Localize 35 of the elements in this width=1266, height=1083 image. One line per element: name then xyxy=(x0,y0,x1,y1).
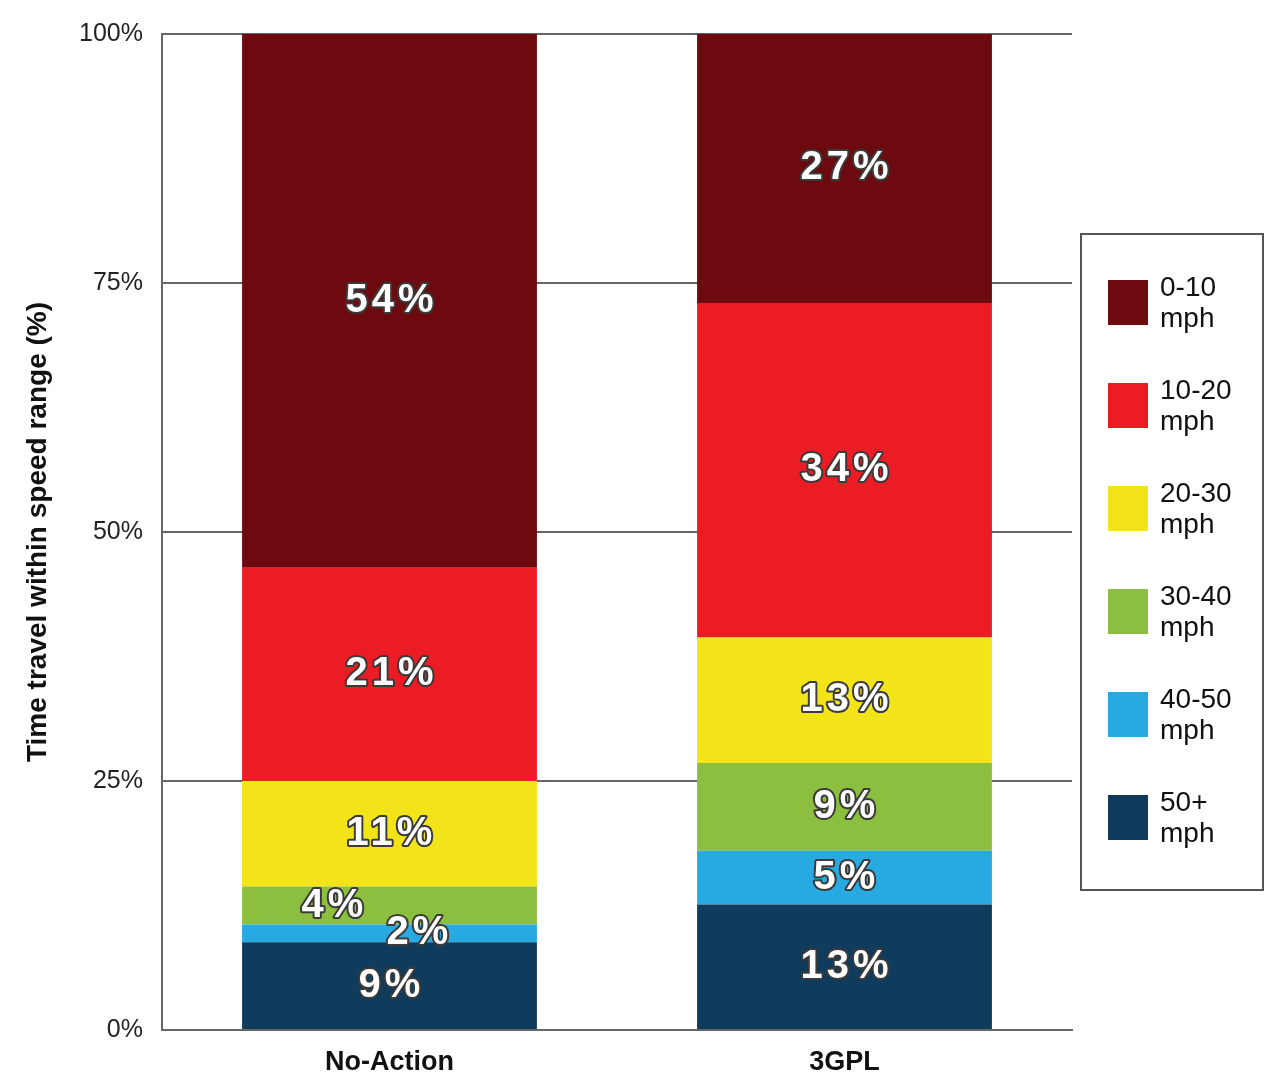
legend-label: 40-50 mph xyxy=(1160,683,1233,745)
bar xyxy=(242,567,537,781)
x-tick-label: No-Action xyxy=(325,1045,454,1076)
bar xyxy=(697,302,992,638)
bar xyxy=(697,637,992,764)
bar xyxy=(697,850,992,905)
data-label: 34% xyxy=(800,445,893,490)
data-label: 11% xyxy=(346,808,437,853)
bar xyxy=(242,942,537,1029)
bar xyxy=(242,781,537,887)
legend-label: 10-20 mph xyxy=(1160,374,1233,436)
data-label: 13% xyxy=(800,941,893,986)
data-label: 13% xyxy=(800,675,893,720)
y-tick-label: 50% xyxy=(92,515,143,544)
data-label: 9% xyxy=(358,960,425,1005)
y-tick-label: 100% xyxy=(79,17,143,46)
legend-label: 20-30 mph xyxy=(1160,477,1233,539)
legend-label: 30-40 mph xyxy=(1160,580,1233,642)
bar xyxy=(697,904,992,1029)
x-tick-label: 3GPL xyxy=(809,1045,880,1076)
legend-label: 50+ mph xyxy=(1160,786,1216,848)
data-label: 27% xyxy=(800,143,893,188)
data-label: 9% xyxy=(813,781,880,826)
legend-label: 0-10 mph xyxy=(1160,271,1218,333)
bar xyxy=(242,34,537,568)
data-label: 4% xyxy=(301,880,368,925)
y-tick-label: 0% xyxy=(106,1013,143,1042)
y-tick-label: 25% xyxy=(92,764,143,793)
data-label: 5% xyxy=(813,852,880,897)
bar xyxy=(697,763,992,851)
data-label: 54% xyxy=(345,275,438,320)
y-tick-label: 75% xyxy=(92,266,143,295)
bar xyxy=(697,34,992,303)
y-axis-title: Time travel within speed range (%) xyxy=(20,301,52,763)
data-label: 21% xyxy=(345,649,438,694)
